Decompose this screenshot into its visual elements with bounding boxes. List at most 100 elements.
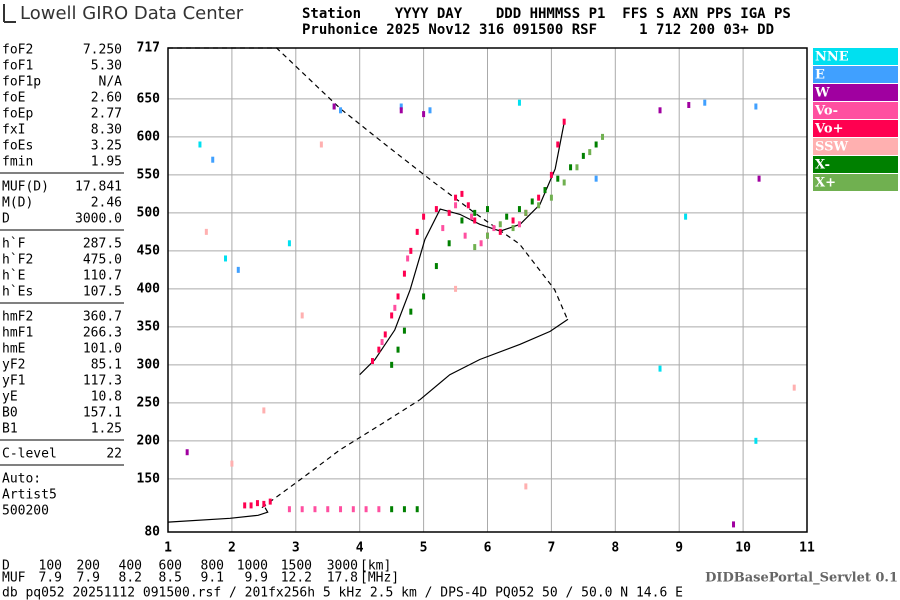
x-tick-label: 10 xyxy=(735,541,751,556)
profile-curve xyxy=(261,399,421,509)
echo xyxy=(399,103,403,110)
y-tick-label: 550 xyxy=(137,167,161,182)
echo xyxy=(422,213,426,220)
echo xyxy=(319,141,323,148)
param-name: hmF2 xyxy=(2,310,33,325)
echo xyxy=(601,133,605,140)
x-tick-label: 5 xyxy=(420,541,428,556)
echo xyxy=(370,358,374,365)
param-value: 8.30 xyxy=(91,123,122,138)
echo xyxy=(262,407,266,414)
echo xyxy=(262,500,266,507)
echo xyxy=(268,498,272,505)
muf-cell: 7.9 xyxy=(39,571,62,586)
echo xyxy=(390,361,394,368)
legend-label: X+ xyxy=(815,176,836,191)
echo xyxy=(505,213,509,220)
echo xyxy=(492,225,496,232)
echo xyxy=(517,221,521,228)
echo xyxy=(434,263,438,270)
x-tick-label: 9 xyxy=(675,541,683,556)
x-tick-label: 4 xyxy=(356,541,364,556)
echo xyxy=(428,107,432,114)
echo xyxy=(287,240,291,247)
param-name: fmin xyxy=(2,155,33,170)
param-name: M(D) xyxy=(2,196,33,211)
echo xyxy=(473,209,477,216)
param-value: 107.5 xyxy=(83,285,122,300)
echo xyxy=(377,506,381,513)
param-name: yF1 xyxy=(2,374,25,389)
param-name: B1 xyxy=(2,422,18,437)
param-name: B0 xyxy=(2,406,18,421)
echo xyxy=(754,103,758,110)
echo xyxy=(364,506,368,513)
x-tick-label: 1 xyxy=(164,541,172,556)
echo xyxy=(422,111,426,118)
echo xyxy=(792,384,796,391)
x-tick-label: 7 xyxy=(547,541,555,556)
param-value: 110.7 xyxy=(83,269,122,284)
param-value: 2.46 xyxy=(91,196,122,211)
echo xyxy=(581,152,585,159)
echo xyxy=(537,202,541,209)
echo xyxy=(658,365,662,372)
param-name: yF2 xyxy=(2,358,25,373)
echo xyxy=(409,308,413,315)
echo xyxy=(486,232,489,239)
param-value: 1.25 xyxy=(91,422,122,437)
param-name: h`F2 xyxy=(2,253,33,268)
echo xyxy=(498,228,502,235)
echo xyxy=(326,506,330,513)
echo xyxy=(562,118,566,125)
param-name: 500200 xyxy=(2,504,49,519)
param-value: 7.250 xyxy=(83,43,122,58)
legend-swatch xyxy=(813,138,898,155)
x-tick-label: 2 xyxy=(228,541,236,556)
legend-label: Vo+ xyxy=(814,122,843,137)
echo xyxy=(658,107,662,114)
legend-swatch xyxy=(813,48,898,65)
legend-label: X- xyxy=(815,158,830,173)
param-value: 3000.0 xyxy=(75,212,122,227)
echo xyxy=(422,293,426,300)
muf-cell: 100 xyxy=(39,559,62,574)
muf-cell: 400 xyxy=(119,559,142,574)
echo xyxy=(569,164,573,171)
param-value: 101.0 xyxy=(83,342,122,357)
echo xyxy=(396,293,400,300)
legend-label: SSW xyxy=(815,140,848,155)
echo xyxy=(447,240,451,247)
muf-cell: 1000 xyxy=(237,559,268,574)
echo xyxy=(406,255,410,262)
echo xyxy=(703,99,707,106)
echo xyxy=(543,187,547,194)
echo xyxy=(415,228,419,235)
param-name: h`Es xyxy=(2,285,33,300)
param-name: h`F xyxy=(2,237,26,252)
y-tick-label: 450 xyxy=(137,243,161,258)
muf-unit: [km] xyxy=(360,559,391,574)
legend-label: NNE xyxy=(815,50,849,65)
echo xyxy=(402,327,406,334)
x-tick-label: 11 xyxy=(799,541,815,556)
echo xyxy=(224,255,228,262)
y-tick-label: 600 xyxy=(137,129,161,144)
echo xyxy=(185,449,189,456)
echo xyxy=(684,213,688,220)
muf-row-label: MUF xyxy=(2,571,26,586)
echo xyxy=(230,460,234,467)
echo xyxy=(339,506,343,513)
muf-cell: 7.9 xyxy=(77,571,100,586)
param-value: 17.841 xyxy=(75,180,122,195)
param-value: 117.3 xyxy=(83,374,122,389)
param-value: 157.1 xyxy=(83,406,122,421)
param-name: foEs xyxy=(2,139,33,154)
echo xyxy=(249,502,253,509)
echo xyxy=(255,500,259,507)
echo xyxy=(549,171,553,178)
echo xyxy=(687,101,691,108)
param-name: foE xyxy=(2,91,25,106)
echo xyxy=(454,194,458,201)
header-line: Pruhonice 2025 Nov12 316 091500 RSF 1 71… xyxy=(302,22,774,38)
